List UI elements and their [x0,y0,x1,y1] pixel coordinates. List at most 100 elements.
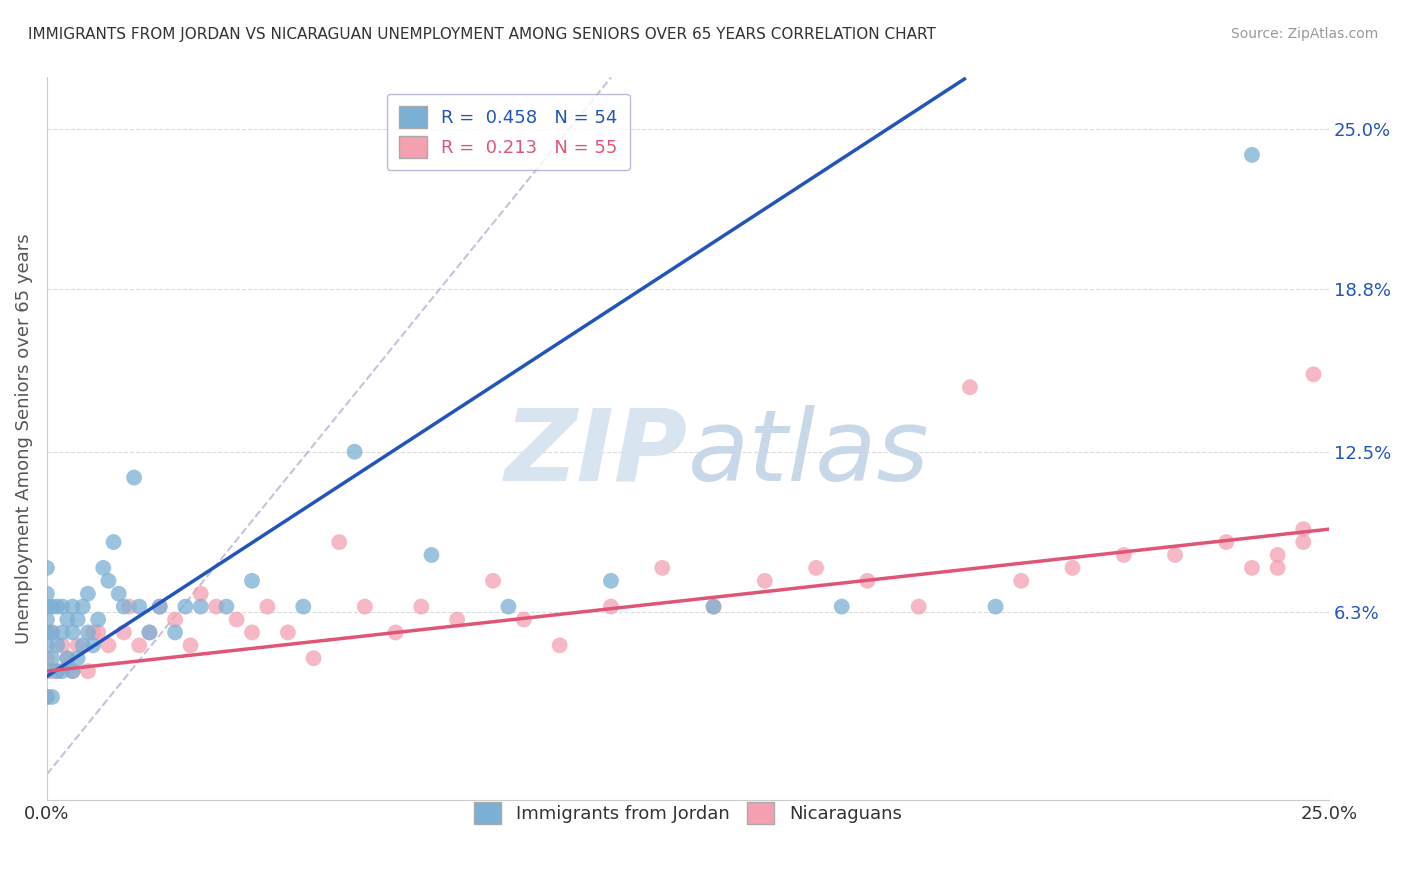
Point [35,561,58,575]
Point [46,664,69,678]
Point [1215,535,1237,549]
Point [128,599,150,614]
Point [41,664,63,678]
Point [62,664,84,678]
Point [35,690,58,704]
Point [35,651,58,665]
Point [138,625,160,640]
Point [240,574,263,588]
Point [1302,368,1324,382]
Point [122,470,145,484]
Point [62,599,84,614]
Point [292,599,315,614]
Point [190,599,212,614]
Point [112,625,135,640]
Point [97,574,120,588]
Point [66,613,89,627]
Point [138,625,160,640]
Point [46,638,69,652]
Text: IMMIGRANTS FROM JORDAN VS NICARAGUAN UNEMPLOYMENT AMONG SENIORS OVER 65 YEARS CO: IMMIGRANTS FROM JORDAN VS NICARAGUAN UNE… [28,27,936,42]
Point [72,599,94,614]
Point [77,664,100,678]
Point [907,599,929,614]
Point [56,651,79,665]
Point [600,574,623,588]
Point [128,638,150,652]
Point [1240,561,1263,575]
Point [1164,548,1187,562]
Point [91,561,114,575]
Point [856,574,879,588]
Point [77,587,100,601]
Point [702,599,724,614]
Point [35,625,58,640]
Point [35,625,58,640]
Legend: Immigrants from Jordan, Nicaraguans: Immigrants from Jordan, Nicaraguans [463,791,912,835]
Point [1267,548,1289,562]
Point [41,625,63,640]
Point [165,613,187,627]
Point [87,625,110,640]
Point [240,625,263,640]
Point [41,599,63,614]
Point [72,638,94,652]
Point [51,625,73,640]
Point [82,638,104,652]
Y-axis label: Unemployment Among Seniors over 65 years: Unemployment Among Seniors over 65 years [15,234,32,644]
Point [343,444,366,458]
Point [66,651,89,665]
Point [46,599,69,614]
Point [66,638,89,652]
Point [56,613,79,627]
Point [179,638,201,652]
Point [225,613,247,627]
Text: atlas: atlas [688,405,929,502]
Point [1292,535,1315,549]
Point [754,574,776,588]
Point [165,625,187,640]
Point [149,599,172,614]
Point [41,651,63,665]
Point [35,587,58,601]
Point [256,599,278,614]
Point [651,561,673,575]
Text: ZIP: ZIP [505,405,688,502]
Point [56,651,79,665]
Point [1240,148,1263,162]
Point [446,613,468,627]
Point [1010,574,1032,588]
Point [302,651,325,665]
Point [107,587,129,601]
Point [1062,561,1084,575]
Point [548,638,571,652]
Point [174,599,197,614]
Point [205,599,228,614]
Point [112,599,135,614]
Point [103,535,125,549]
Point [513,613,536,627]
Point [35,664,58,678]
Point [51,664,73,678]
Point [1292,522,1315,536]
Point [482,574,505,588]
Point [831,599,853,614]
Point [41,690,63,704]
Point [35,638,58,652]
Point [62,664,84,678]
Point [62,625,84,640]
Point [77,625,100,640]
Point [498,599,520,614]
Point [51,638,73,652]
Point [149,599,172,614]
Point [46,664,69,678]
Point [353,599,375,614]
Point [82,625,104,640]
Point [35,599,58,614]
Point [984,599,1007,614]
Point [1267,561,1289,575]
Point [420,548,443,562]
Point [384,625,406,640]
Point [190,587,212,601]
Point [118,599,141,614]
Point [41,625,63,640]
